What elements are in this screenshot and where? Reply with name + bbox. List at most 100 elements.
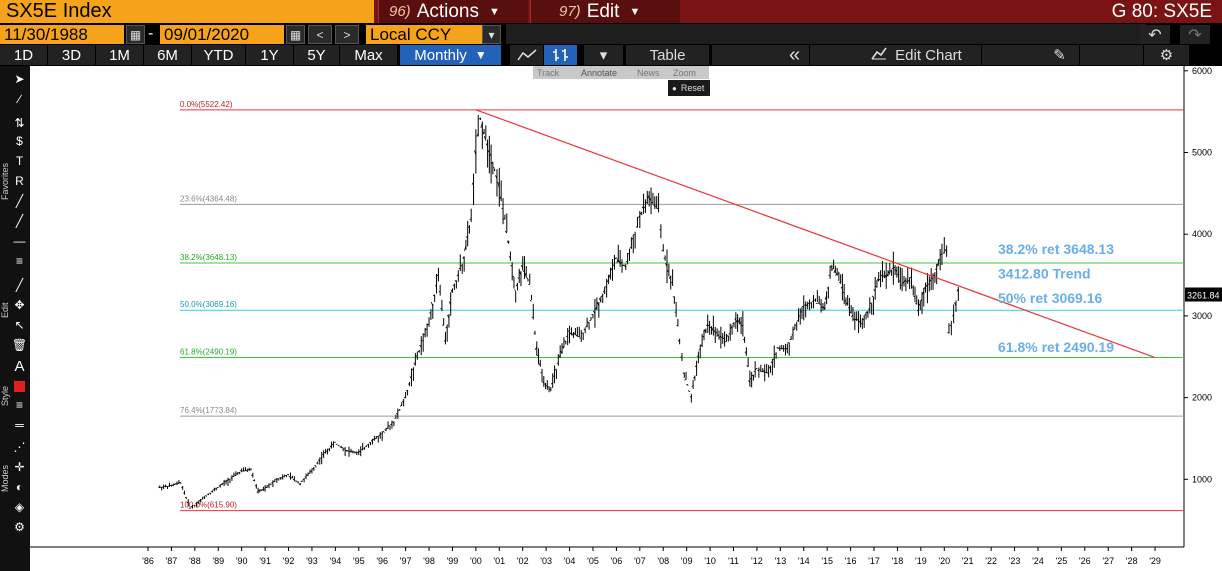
price-bar-open bbox=[831, 268, 834, 270]
price-bar-open bbox=[292, 478, 295, 481]
edit-chart-button[interactable]: Edit Chart bbox=[852, 45, 982, 65]
range-6m[interactable]: 6M bbox=[144, 45, 192, 65]
trend-icon[interactable]: ╱ bbox=[15, 193, 24, 208]
dotted-icon[interactable]: ⋰ bbox=[13, 439, 26, 454]
range-1y[interactable]: 1Y bbox=[246, 45, 294, 65]
price-bar-open bbox=[593, 310, 596, 315]
reset-button[interactable]: ● Reset bbox=[668, 80, 710, 96]
price-bar-open bbox=[732, 322, 735, 325]
price-bar-open bbox=[552, 375, 555, 377]
color-icon[interactable] bbox=[11, 378, 28, 395]
pointer-icon[interactable]: ➤ bbox=[14, 71, 25, 86]
chevron-down-icon[interactable]: ▾ bbox=[482, 25, 501, 44]
dollar-icon[interactable]: $ bbox=[16, 133, 23, 148]
annotate-button[interactable]: Annotate bbox=[581, 67, 618, 78]
price-bar-open bbox=[258, 490, 260, 492]
currency-select[interactable]: Local CCY bbox=[366, 25, 482, 44]
range-5y[interactable]: 5Y bbox=[294, 45, 340, 65]
period-select[interactable]: Monthly ▼ bbox=[400, 45, 502, 65]
price-bar-open bbox=[243, 470, 246, 472]
chevron-down-icon[interactable]: ▾ bbox=[584, 45, 624, 65]
ticker-field[interactable]: SX5E Index bbox=[0, 0, 374, 23]
range-3d[interactable]: 3D bbox=[48, 45, 96, 65]
settings-icon[interactable]: ◈ bbox=[14, 499, 25, 514]
price-bar-open bbox=[337, 444, 340, 447]
price-bar-open bbox=[329, 445, 332, 448]
hline-icon[interactable]: — bbox=[13, 233, 26, 248]
end-date-field[interactable]: 09/01/2020 bbox=[160, 25, 284, 44]
line-chart-icon[interactable] bbox=[510, 45, 544, 65]
price-bar-open bbox=[721, 336, 723, 338]
price-bar-open bbox=[427, 323, 430, 326]
zoom-button[interactable]: Zoom bbox=[673, 67, 697, 78]
magnet-icon[interactable]: ◐ bbox=[15, 479, 24, 494]
cursor-icon[interactable]: ↖ bbox=[14, 317, 25, 332]
redo-icon[interactable]: ↷ bbox=[1180, 25, 1210, 44]
date-toolbar: 11/30/1988 ▦ - 09/01/2020 ▦ < > Local CC… bbox=[0, 23, 1222, 44]
trend-line bbox=[475, 109, 1156, 359]
price-bar-open bbox=[489, 153, 492, 157]
range-max[interactable]: Max bbox=[340, 45, 398, 65]
x-tick-label: '00 bbox=[470, 556, 482, 566]
price-bar-open bbox=[522, 270, 525, 273]
undo-icon[interactable]: ↶ bbox=[1140, 25, 1170, 44]
gear-icon[interactable]: ⚙ bbox=[14, 519, 25, 534]
price-bar-open bbox=[778, 347, 781, 350]
edit-number: 97) bbox=[559, 3, 581, 20]
pencil-icon[interactable]: ✎ bbox=[1040, 45, 1080, 65]
sidebar-label-modes: Modes bbox=[0, 464, 10, 492]
ruler-icon[interactable]: R bbox=[15, 173, 24, 188]
price-bar-open bbox=[560, 350, 563, 354]
line-style-icon[interactable]: ═ bbox=[15, 417, 24, 432]
line-weight-icon[interactable]: ≡ bbox=[15, 397, 23, 412]
price-bar-open bbox=[751, 374, 754, 377]
price-bar-open bbox=[504, 230, 508, 234]
calendar-icon[interactable]: ▦ bbox=[126, 25, 145, 44]
table-button[interactable]: Table bbox=[626, 45, 710, 65]
prev-button[interactable]: < bbox=[308, 25, 332, 44]
collapse-button[interactable]: « bbox=[780, 44, 810, 66]
price-bar-open bbox=[739, 321, 742, 325]
font-icon[interactable]: A bbox=[14, 358, 25, 375]
price-bar-open bbox=[768, 366, 771, 369]
price-bar-open bbox=[947, 332, 950, 334]
price-bar-open bbox=[382, 430, 385, 433]
price-bar-open bbox=[460, 264, 463, 267]
x-tick-label: '03 bbox=[540, 556, 552, 566]
price-bar-open bbox=[774, 353, 777, 355]
actions-menu[interactable]: 96) Actions ▼ bbox=[378, 0, 528, 23]
start-date-field[interactable]: 11/30/1988 bbox=[0, 25, 124, 44]
x-tick-label: '90 bbox=[236, 556, 248, 566]
price-bar-open bbox=[392, 421, 395, 424]
track-button[interactable]: Track bbox=[537, 67, 560, 78]
price-bar-open bbox=[618, 260, 621, 265]
calendar-icon[interactable]: ▦ bbox=[286, 25, 305, 44]
price-bar-open bbox=[620, 261, 623, 264]
crosshair-icon[interactable]: ✛ bbox=[14, 459, 25, 474]
channel-icon[interactable]: ≡ bbox=[15, 253, 23, 268]
next-button[interactable]: > bbox=[335, 25, 359, 44]
gear-icon[interactable]: ⚙ bbox=[1144, 45, 1190, 65]
fib-icon[interactable]: ⇅ bbox=[14, 115, 25, 130]
trash-icon[interactable]: 🗑 bbox=[11, 337, 28, 352]
text-tool-icon[interactable]: T bbox=[15, 153, 24, 168]
price-bar-open bbox=[898, 280, 901, 282]
draw-line-icon[interactable]: ∕ bbox=[18, 91, 21, 106]
bar-chart-icon[interactable] bbox=[544, 45, 578, 65]
move-icon[interactable]: ✥ bbox=[14, 297, 25, 312]
ray-icon[interactable]: ╱ bbox=[15, 213, 24, 228]
edit-menu[interactable]: 97) Edit ▼ bbox=[530, 0, 680, 23]
brush-icon[interactable]: ╱ bbox=[15, 277, 24, 292]
range-1d[interactable]: 1D bbox=[0, 45, 48, 65]
price-bar-open bbox=[506, 240, 510, 244]
price-bar-open bbox=[654, 205, 657, 208]
news-button[interactable]: News bbox=[637, 67, 660, 78]
price-bar-open bbox=[700, 344, 703, 347]
price-bar-open bbox=[787, 341, 790, 344]
price-bar-open bbox=[349, 450, 352, 453]
range-1m[interactable]: 1M bbox=[96, 45, 144, 65]
range-ytd[interactable]: YTD bbox=[192, 45, 246, 65]
x-tick-label: '14 bbox=[798, 556, 810, 566]
price-bar-open bbox=[169, 484, 172, 487]
